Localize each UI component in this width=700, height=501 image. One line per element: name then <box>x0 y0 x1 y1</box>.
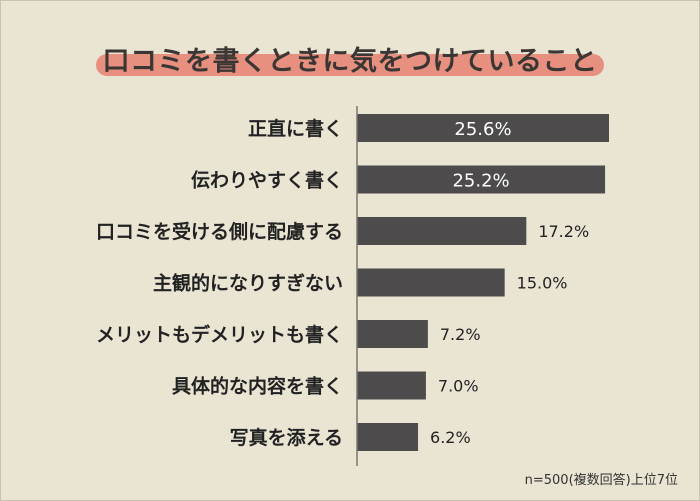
value-label-0: 25.6% <box>454 119 511 140</box>
title-highlight <box>96 54 604 76</box>
category-label-2: 口コミを受ける側に配慮する <box>96 220 343 243</box>
bar-5 <box>357 371 426 400</box>
bar-6 <box>357 423 419 451</box>
bar-1 <box>357 165 606 194</box>
category-label-4: メリットもデメリットも書く <box>96 323 343 346</box>
value-label-3: 15.0% <box>517 274 568 293</box>
category-label-0: 正直に書く <box>248 117 343 140</box>
value-label-2: 17.2% <box>538 222 589 241</box>
value-label-4: 7.2% <box>440 325 481 344</box>
value-label-5: 7.0% <box>438 377 479 396</box>
bar-0 <box>357 114 609 142</box>
chart-title: 口コミを書くときに気をつけていること <box>102 46 598 77</box>
sample-note: n=500(複数回答)上位7位 <box>524 473 678 488</box>
category-label-3: 主観的になりすぎない <box>153 272 343 295</box>
bar-3 <box>357 268 505 297</box>
category-label-6: 写真を添える <box>230 426 343 449</box>
category-label-5: 具体的な内容を書く <box>172 375 343 398</box>
value-label-6: 6.2% <box>430 428 471 447</box>
bar-2 <box>357 217 527 245</box>
title-banner: 口コミを書くときに気をつけていること <box>96 38 604 90</box>
category-label-1: 伝わりやすく書く <box>191 170 343 192</box>
value-label-1: 25.2% <box>452 171 509 192</box>
bar-4 <box>357 320 428 348</box>
